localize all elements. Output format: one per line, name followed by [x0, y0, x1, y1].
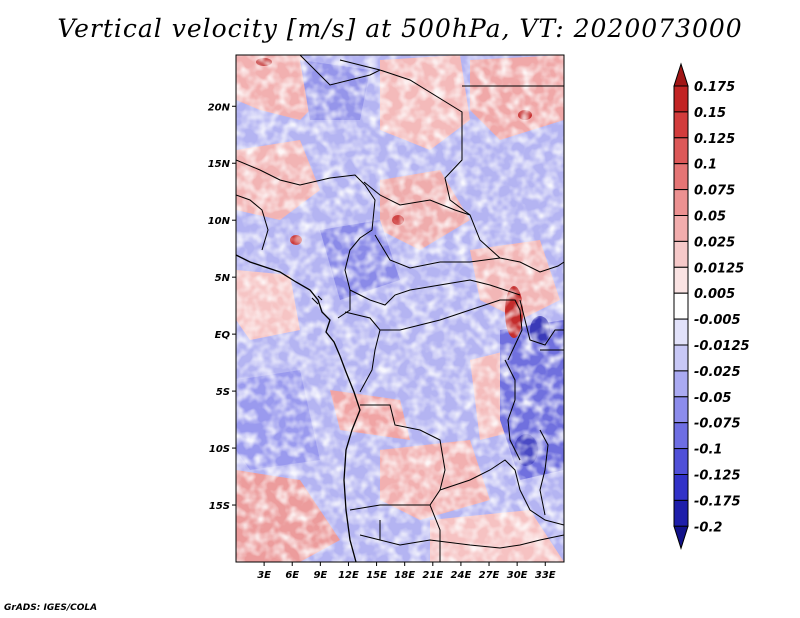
colorbar-label: -0.05: [694, 391, 731, 406]
longitude-axis: 3E 6E 9E 12E 15E 18E 21E 24E 27E 30E 33E: [257, 562, 556, 581]
lat-tick-label: 15S: [209, 501, 230, 512]
lon-tick-label: 30E: [507, 570, 528, 581]
lon-tick-label: 27E: [479, 570, 500, 581]
colorbar-swatch: [673, 240, 689, 268]
lon-tick-label: 18E: [394, 570, 415, 581]
colorbar-label: 0.175: [694, 80, 735, 95]
colorbar-swatch: [673, 215, 689, 242]
lon-tick-label: 9E: [313, 570, 327, 581]
lat-tick-label: 10S: [209, 444, 230, 455]
colorbar-label: 0.125: [694, 132, 735, 147]
colorbar-label: 0.075: [694, 184, 735, 199]
colorbar-label: 0.005: [694, 287, 735, 302]
colorbar-label: -0.1: [694, 443, 722, 458]
colorbar-label: -0.125: [694, 469, 741, 484]
lat-tick-label: 20N: [208, 102, 231, 113]
colorbar-top-arrow: [673, 62, 689, 87]
colorbar-swatch: [673, 396, 689, 424]
colorbar-label: 0.15: [694, 106, 726, 121]
lat-tick-label: 5S: [216, 387, 230, 398]
lon-tick-label: 21E: [422, 570, 443, 581]
vertical-velocity-field: [236, 55, 564, 562]
colorbar-swatch: [673, 189, 689, 217]
colorbar-swatch: [673, 85, 689, 113]
country-borders: [236, 55, 564, 562]
colorbar-label: -0.075: [694, 417, 741, 432]
colorbar-swatch: [673, 292, 689, 320]
colorbar-label: -0.005: [694, 313, 741, 328]
colorbar-swatch: [673, 448, 689, 476]
lat-tick-label: EQ: [215, 330, 231, 341]
latitude-axis: 20N 15N 10N 5N EQ 5S 10S 15S: [208, 102, 236, 512]
colorbar-swatch: [673, 163, 689, 191]
colorbar-swatch: [673, 422, 689, 450]
lon-tick-label: 6E: [285, 570, 299, 581]
colorbar-label: -0.175: [694, 494, 741, 509]
lon-tick-label: 3E: [257, 570, 271, 581]
colorbar-swatch: [673, 499, 689, 527]
colorbar-swatch: [673, 111, 689, 139]
figure-title: Vertical velocity [m/s] at 500hPa, VT: 2…: [57, 14, 743, 43]
lat-tick-label: 10N: [208, 216, 231, 227]
grads-credit: GrADS: IGES/COLA: [4, 603, 98, 613]
colorbar-label: -0.2: [694, 520, 722, 535]
lon-tick-label: 15E: [366, 570, 387, 581]
lon-tick-label: 12E: [338, 570, 359, 581]
lon-tick-label: 24E: [451, 570, 472, 581]
colorbar-label: -0.025: [694, 365, 741, 380]
colorbar-label: 0.0125: [694, 261, 744, 276]
colorbar-swatch: [673, 370, 689, 398]
colorbar-label: 0.05: [694, 210, 726, 225]
lat-tick-label: 15N: [208, 159, 231, 170]
lat-tick-label: 5N: [215, 273, 231, 284]
colorbar-swatch: [673, 137, 689, 165]
colorbar-label: 0.1: [694, 158, 717, 173]
colorbar-label: -0.0125: [694, 339, 750, 354]
colorbar-label: 0.025: [694, 235, 735, 250]
colorbar: 0.175 0.15 0.125 0.1 0.075 0.05 0.025 0.0125 0.0…: [673, 62, 750, 550]
colorbar-swatch: [673, 318, 689, 346]
colorbar-swatch: [673, 266, 689, 294]
map-frame: [235, 54, 565, 563]
colorbar-bottom-arrow: [673, 525, 689, 550]
colorbar-swatch: [673, 474, 689, 501]
lon-tick-label: 33E: [535, 570, 556, 581]
colorbar-swatch: [673, 344, 689, 372]
